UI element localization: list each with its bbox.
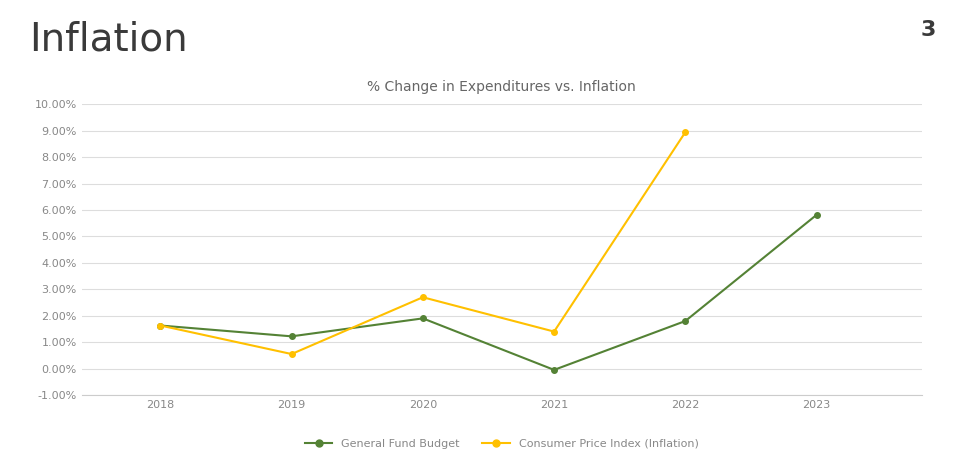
Title: % Change in Expenditures vs. Inflation: % Change in Expenditures vs. Inflation — [368, 79, 636, 94]
Text: Inflation: Inflation — [29, 20, 187, 59]
Text: 3: 3 — [921, 20, 936, 40]
Legend: General Fund Budget, Consumer Price Index (Inflation): General Fund Budget, Consumer Price Inde… — [300, 434, 703, 454]
